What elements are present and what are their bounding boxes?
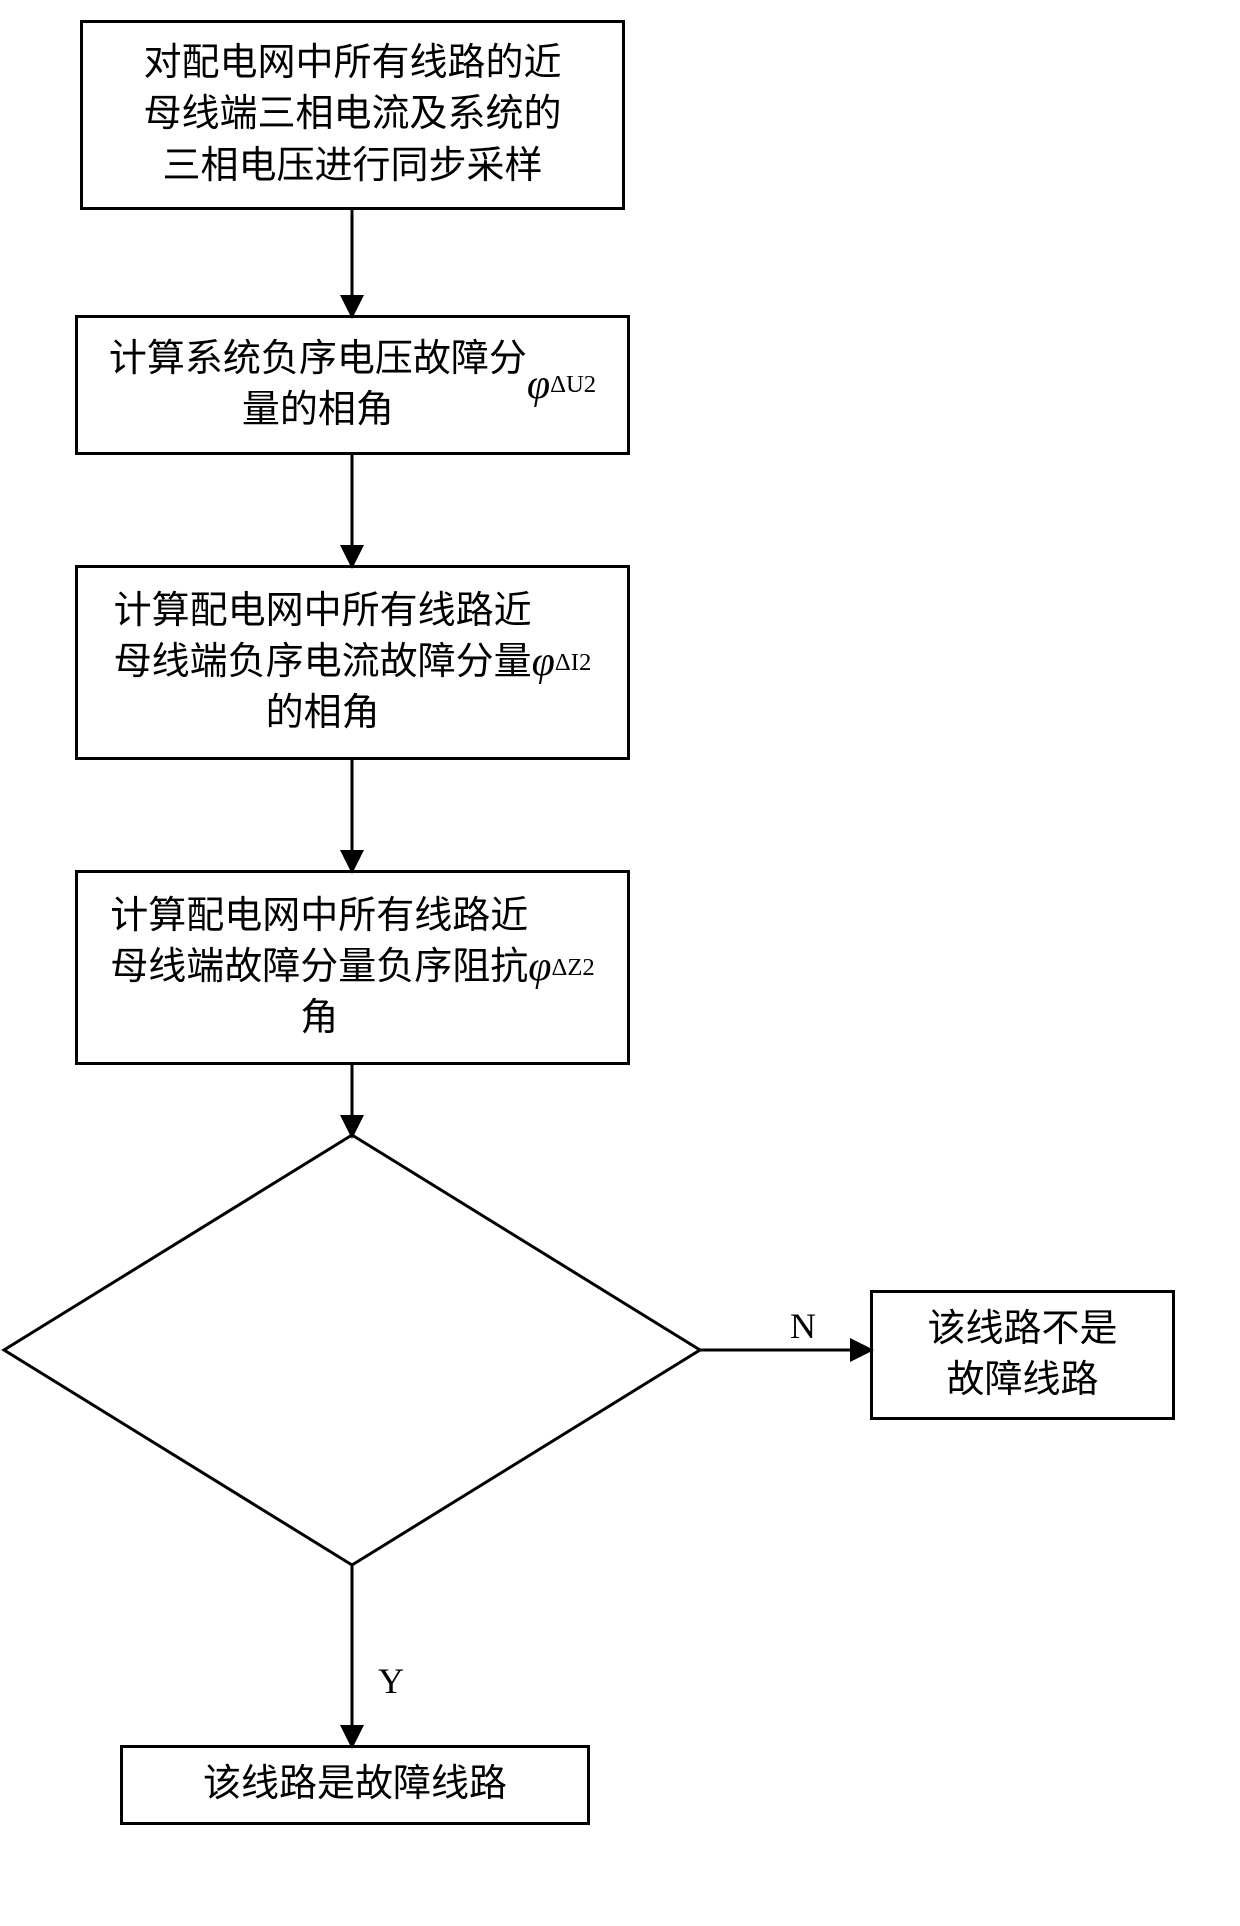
step-sampling: 对配电网中所有线路的近母线端三相电流及系统的三相电压进行同步采样 xyxy=(80,20,625,210)
result-is-fault-line: 该线路是故障线路 xyxy=(120,1745,590,1825)
step-calc-voltage-phase: 计算系统负序电压故障分量的相角 φΔU2 xyxy=(75,315,630,455)
result-not-fault-line: 该线路不是故障线路 xyxy=(870,1290,1175,1420)
edge-label-no: N xyxy=(790,1305,816,1347)
step-calc-current-phase: 计算配电网中所有线路近母线端负序电流故障分量的相角 φΔI2 xyxy=(75,565,630,760)
edge-label-yes: Y xyxy=(378,1660,404,1702)
decision-condition: 某线路−80 ≤ φΔZ2 ≤ −190且与该线路远母线端相连的线路 −10 ≤… xyxy=(4,1235,700,1423)
step-calc-impedance-angle: 计算配电网中所有线路近母线端故障分量负序阻抗角 φΔZ2 xyxy=(75,870,630,1065)
